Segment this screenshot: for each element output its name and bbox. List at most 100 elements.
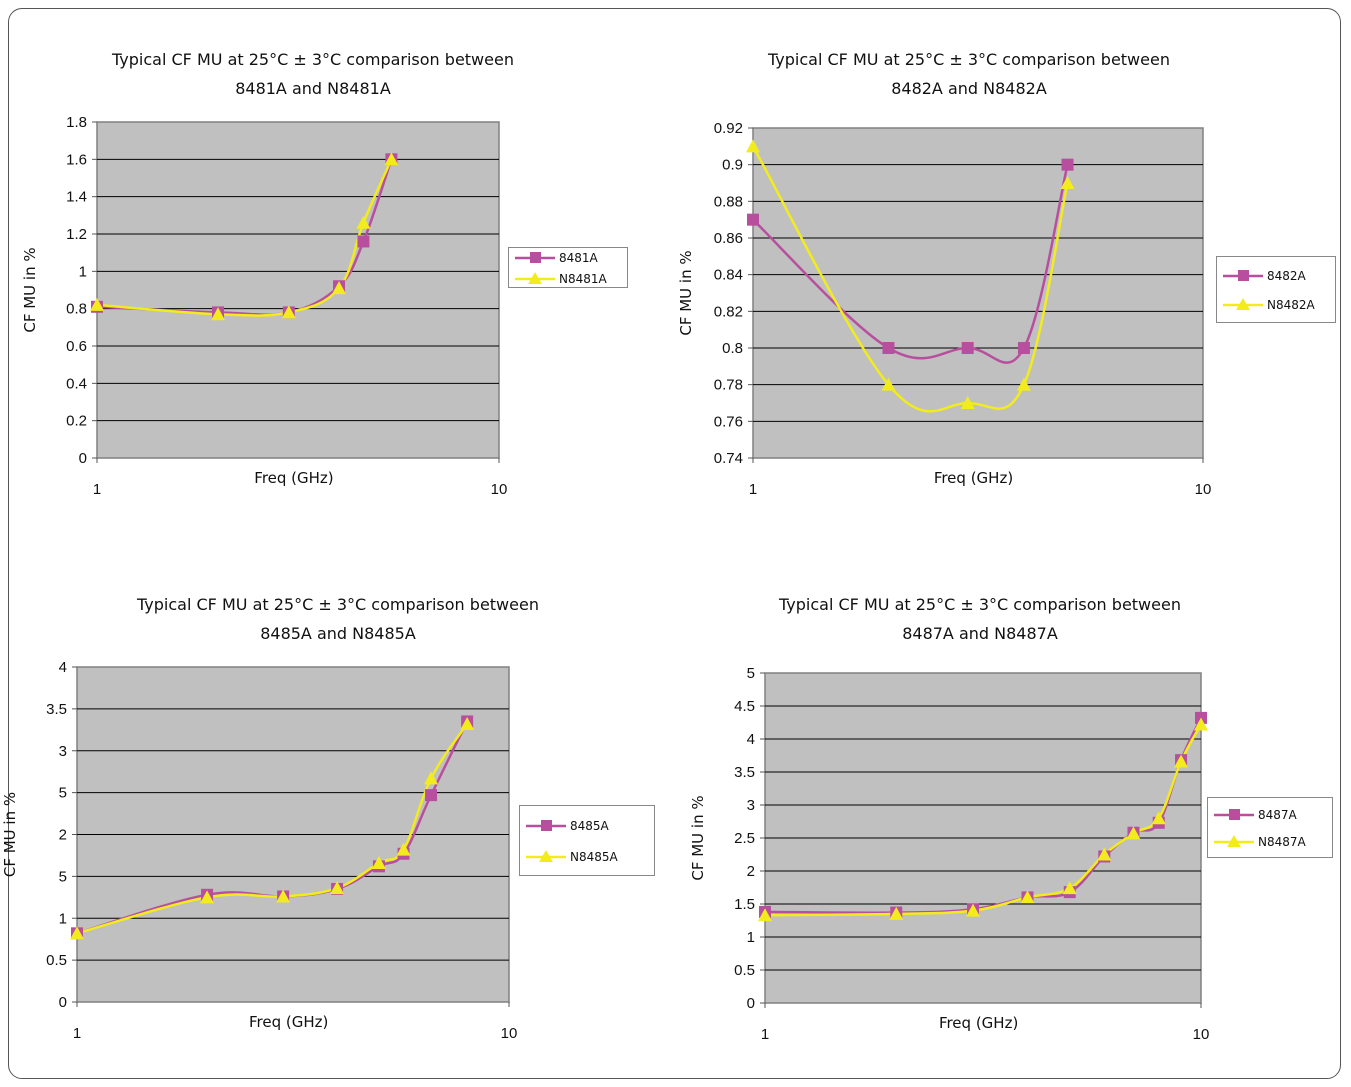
- data-point-N8487A: [1020, 890, 1035, 904]
- y-tick-label: 0.5: [734, 962, 755, 979]
- y-tick-label: 3.5: [734, 764, 755, 781]
- data-point-N8487A: [1126, 826, 1141, 840]
- y-tick-label: 1: [79, 263, 87, 280]
- x-axis-title: Freq (GHz): [939, 1014, 1018, 1032]
- y-axis-title: CF MU in %: [21, 247, 39, 332]
- x-axis-title: Freq (GHz): [254, 469, 333, 487]
- y-tick-label: 0.76: [714, 413, 743, 430]
- legend: 8482A N8482A: [1216, 256, 1336, 323]
- y-tick-label: 0.2: [66, 413, 87, 430]
- y-tick-label: 3: [747, 797, 755, 814]
- legend-label: 8485A: [570, 819, 609, 834]
- data-point-N8487A: [889, 906, 904, 920]
- legend-item: 8482A: [1217, 266, 1335, 286]
- data-point-N8485A: [70, 926, 84, 940]
- x-tick-label: 1: [761, 1026, 769, 1043]
- legend-swatch: [515, 252, 555, 264]
- data-point-N8481A: [281, 305, 296, 319]
- y-tick-label: 0.9: [722, 157, 743, 174]
- chart-title: Typical CF MU at 25°C ± 3°C comparison b…: [38, 45, 588, 103]
- data-point-8482A: [1061, 158, 1074, 171]
- legend-label: 8482A: [1267, 269, 1306, 283]
- legend-swatch: [526, 849, 566, 862]
- y-tick-label: 1: [747, 929, 755, 946]
- data-point-N8482A: [960, 396, 975, 409]
- series-line-N8487A: [764, 723, 1203, 917]
- y-tick-label: 0.82: [714, 303, 743, 320]
- legend: 8485A N8485A: [519, 805, 655, 876]
- legend-label: N8487A: [1258, 835, 1306, 849]
- y-tick-label: 1: [59, 910, 67, 927]
- data-point-8482A: [882, 342, 895, 354]
- legend-item: N8487A: [1208, 832, 1332, 852]
- y-tick-label: 0.8: [722, 340, 743, 357]
- y-tick-label: 2.5: [734, 830, 755, 847]
- y-tick-label: 4: [747, 731, 755, 748]
- data-point-N8485A: [460, 716, 475, 730]
- plot-area: [96, 121, 500, 459]
- chart-title: Typical CF MU at 25°C ± 3°C comparison b…: [63, 590, 613, 648]
- data-point-N8487A: [1151, 811, 1166, 825]
- legend-label: 8481A: [559, 251, 598, 266]
- y-tick-label: 5: [747, 665, 755, 682]
- data-point-N8487A: [1174, 754, 1189, 768]
- x-tick-label: 10: [1195, 481, 1212, 498]
- y-tick-label: 1.4: [66, 189, 87, 206]
- y-tick-label: 0.5: [46, 952, 67, 969]
- x-tick-label: 1: [749, 481, 757, 498]
- y-axis-title: CF MU in %: [677, 250, 695, 335]
- data-point-N8487A: [1097, 847, 1112, 861]
- y-tick-label: 1.8: [66, 114, 87, 131]
- y-tick-label: 0: [79, 450, 87, 467]
- legend-item: N8481A: [509, 269, 627, 289]
- data-point-N8481A: [211, 307, 226, 321]
- data-point-N8482A: [881, 377, 896, 391]
- legend: 8481A N8481A: [508, 247, 628, 288]
- legend-label: N8482A: [1267, 298, 1315, 312]
- legend-swatch: [1223, 270, 1263, 281]
- data-point-8481A: [357, 235, 370, 248]
- legend-item: 8487A: [1208, 805, 1332, 825]
- data-point-N8487A: [1062, 881, 1077, 895]
- y-axis-title: CF MU in %: [1, 792, 19, 877]
- legend: 8487A N8487A: [1207, 797, 1333, 858]
- x-tick-label: 10: [501, 1025, 518, 1042]
- data-point-N8485A: [371, 855, 386, 869]
- y-tick-label: 2: [59, 827, 67, 844]
- y-tick-label: 4: [59, 659, 67, 676]
- y-tick-label: 0: [59, 994, 67, 1011]
- y-tick-label: 4.5: [734, 698, 755, 715]
- y-tick-label: 0.74: [714, 450, 743, 467]
- legend-swatch: [515, 271, 555, 284]
- data-point-N8482A: [1016, 377, 1031, 391]
- y-tick-label: 0.86: [714, 230, 743, 247]
- y-tick-label: 0.78: [714, 377, 743, 394]
- data-point-8482A: [747, 213, 759, 226]
- legend-swatch: [1214, 809, 1254, 820]
- page-frame: [8, 8, 1341, 1079]
- legend-swatch: [1223, 298, 1263, 310]
- data-point-8482A: [961, 342, 974, 354]
- x-axis-title: Freq (GHz): [249, 1013, 328, 1031]
- data-point-N8487A: [1194, 717, 1208, 731]
- data-point-8485A: [425, 789, 438, 802]
- y-tick-label: 3.5: [46, 701, 67, 718]
- chart-title-line-2: 8487A and N8487A: [902, 624, 1058, 643]
- data-point-N8481A: [356, 215, 371, 229]
- y-tick-label: 0.8: [66, 301, 87, 318]
- legend-label: N8485A: [570, 849, 618, 864]
- chart-title-line-2: 8482A and N8482A: [891, 79, 1047, 98]
- y-tick-label: 2: [747, 863, 755, 880]
- chart-title-line-2: 8481A and N8481A: [235, 79, 391, 98]
- legend-item: 8485A: [520, 816, 654, 836]
- data-point-N8485A: [330, 881, 345, 895]
- series-line-N8481A: [96, 158, 393, 317]
- y-tick-label: 1.6: [66, 151, 87, 168]
- chart-title-line-1: Typical CF MU at 25°C ± 3°C comparison b…: [779, 595, 1181, 614]
- data-point-N8481A: [384, 152, 399, 166]
- data-point-8482A: [1017, 342, 1030, 354]
- chart-title: Typical CF MU at 25°C ± 3°C comparison b…: [694, 45, 1244, 103]
